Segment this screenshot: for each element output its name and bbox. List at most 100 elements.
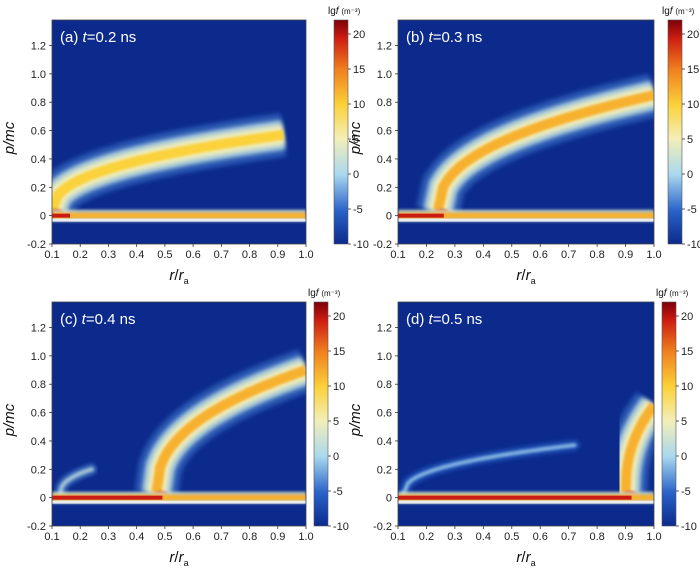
x-tick-label: 0.6: [533, 531, 548, 543]
time-value: =0.5 ns: [433, 311, 483, 328]
beam-mid: [52, 212, 306, 219]
beam-core: [52, 495, 163, 500]
colorbar-label-unit: (m⁻³): [321, 289, 340, 298]
panel-label: (b) t=0.3 ns: [406, 29, 482, 46]
y-tick-label: 1.2: [31, 41, 46, 53]
y-tick-label: 0: [40, 493, 46, 505]
y-tick-label: 0.8: [377, 379, 392, 391]
colorbar-tick-label: 10: [681, 381, 693, 393]
heatmap-area: [52, 349, 306, 504]
colorbar-tick-label: 10: [333, 381, 345, 393]
x-tick-label: 0.1: [44, 531, 59, 543]
y-tick-label: 1.0: [31, 351, 46, 363]
heatmap-area: [52, 113, 306, 222]
x-tick-label: 0.9: [618, 531, 633, 543]
beam-core: [398, 213, 444, 218]
y-tick-label: -0.2: [27, 239, 46, 251]
colorbar-tick-label: 20: [353, 29, 365, 41]
plot-frame: [51, 19, 307, 245]
colorbar-tick-label: -5: [333, 486, 343, 498]
colorbar-label-main: lg: [662, 6, 670, 17]
colorbar-tick-label: 5: [681, 416, 687, 428]
colorbar-tick-label: 0: [681, 451, 687, 463]
y-tick-label: -0.2: [373, 521, 392, 533]
colorbar-tick-label: 5: [687, 134, 693, 146]
colorbar-label-main: lg: [656, 288, 664, 299]
colorbar-tick-label: -5: [681, 486, 691, 498]
x-label-sub: a: [184, 276, 189, 286]
x-tick-label: 0.4: [129, 249, 144, 261]
x-label-sep: /: [174, 267, 179, 284]
colorbar-tick-label: 20: [681, 311, 693, 323]
y-tick-label: 0.8: [31, 379, 46, 391]
chart-panel-1: (a) t=0.2 ns 0.1 0.2 0.3 0.4 0.5 0.6 0.7 0.8 0.9 1…: [1, 6, 369, 286]
x-tick-label: 0.2: [73, 531, 88, 543]
x-tick-label: 0.8: [589, 249, 604, 261]
chart-panel-3: (c) t=0.4 ns 0.1 0.2 0.3 0.4 0.5 0.6 0.7 0.8 0.9 1…: [1, 288, 349, 568]
colorbar: [667, 19, 683, 245]
beam-mid: [398, 212, 654, 219]
y-tick-label: 1.0: [31, 69, 46, 81]
y-tick-label: 1.0: [377, 69, 392, 81]
x-label-sym: r: [526, 267, 532, 284]
y-tick-label: 0.2: [377, 182, 392, 194]
x-axis-label: r/ra: [169, 267, 188, 286]
x-tick-label: 0.6: [185, 249, 200, 261]
x-label-sub: a: [531, 276, 536, 286]
y-tick-label: -0.2: [27, 521, 46, 533]
x-tick-label: 1.0: [298, 531, 313, 543]
heatmap-area: [398, 73, 654, 222]
x-tick-label: 1.0: [646, 531, 661, 543]
x-tick-label: 0.3: [101, 531, 116, 543]
arm-core: [432, 90, 654, 213]
x-tick-label: 0.8: [589, 531, 604, 543]
colorbar: [333, 19, 349, 245]
beam-edge: [52, 218, 306, 222]
chart-panel-4: (d) t=0.5 ns 0.1 0.2 0.3 0.4 0.5 0.6 0.7 0.8 0.9 1…: [347, 288, 697, 568]
x-tick-label: 0.7: [214, 531, 229, 543]
x-label-var: r: [169, 549, 175, 566]
x-tick-label: 0.7: [561, 249, 576, 261]
y-tick-label: 0.8: [31, 97, 46, 109]
x-axis-label: r/ra: [169, 549, 188, 568]
colorbar-tick-label: -10: [681, 521, 697, 533]
y-tick-label: -0.2: [373, 239, 392, 251]
x-tick-label: 0.2: [419, 531, 434, 543]
x-label-var: r: [516, 549, 522, 566]
panel-letter: (a): [60, 29, 78, 46]
colorbar-tick-label: 10: [353, 99, 365, 111]
x-tick-label: 0.1: [390, 531, 405, 543]
y-tick-label: 1.0: [377, 351, 392, 363]
y-tick-label: 1.2: [31, 323, 46, 335]
colorbar-label-var: f: [664, 288, 668, 299]
time-value: =0.4 ns: [86, 311, 136, 328]
colorbar-label-main: lg: [308, 288, 316, 299]
y-tick-label: 0.2: [377, 464, 392, 476]
beam-edge: [398, 500, 654, 504]
y-tick-label: 0.4: [31, 154, 46, 166]
colorbar-label-unit: (m⁻³): [675, 7, 694, 16]
colorbar-label: lgf (m⁻³): [656, 288, 689, 299]
colorbar-tick-label: 20: [687, 29, 699, 41]
x-tick-label: 0.5: [157, 531, 172, 543]
colorbar: [661, 301, 677, 527]
colorbar-tick-label: 15: [353, 64, 365, 76]
x-tick-label: 1.0: [646, 249, 661, 261]
colorbar-tick-label: -10: [353, 239, 369, 251]
x-tick-label: 0.2: [419, 249, 434, 261]
x-tick-label: 0.3: [101, 249, 116, 261]
arm-core: [52, 129, 285, 214]
colorbar-tick-label: 5: [333, 416, 339, 428]
x-tick-label: 0.3: [447, 531, 462, 543]
x-tick-label: 0.2: [73, 249, 88, 261]
y-tick-label: 0.6: [377, 408, 392, 420]
x-tick-label: 0.1: [390, 249, 405, 261]
colorbar-tick-label: -5: [687, 204, 697, 216]
x-label-sym: r: [179, 549, 185, 566]
plot-frame: [51, 301, 307, 527]
x-label-sep: /: [521, 267, 526, 284]
x-label-sep: /: [174, 549, 179, 566]
y-tick-label: 1.2: [377, 41, 392, 53]
beam-core: [52, 213, 70, 218]
